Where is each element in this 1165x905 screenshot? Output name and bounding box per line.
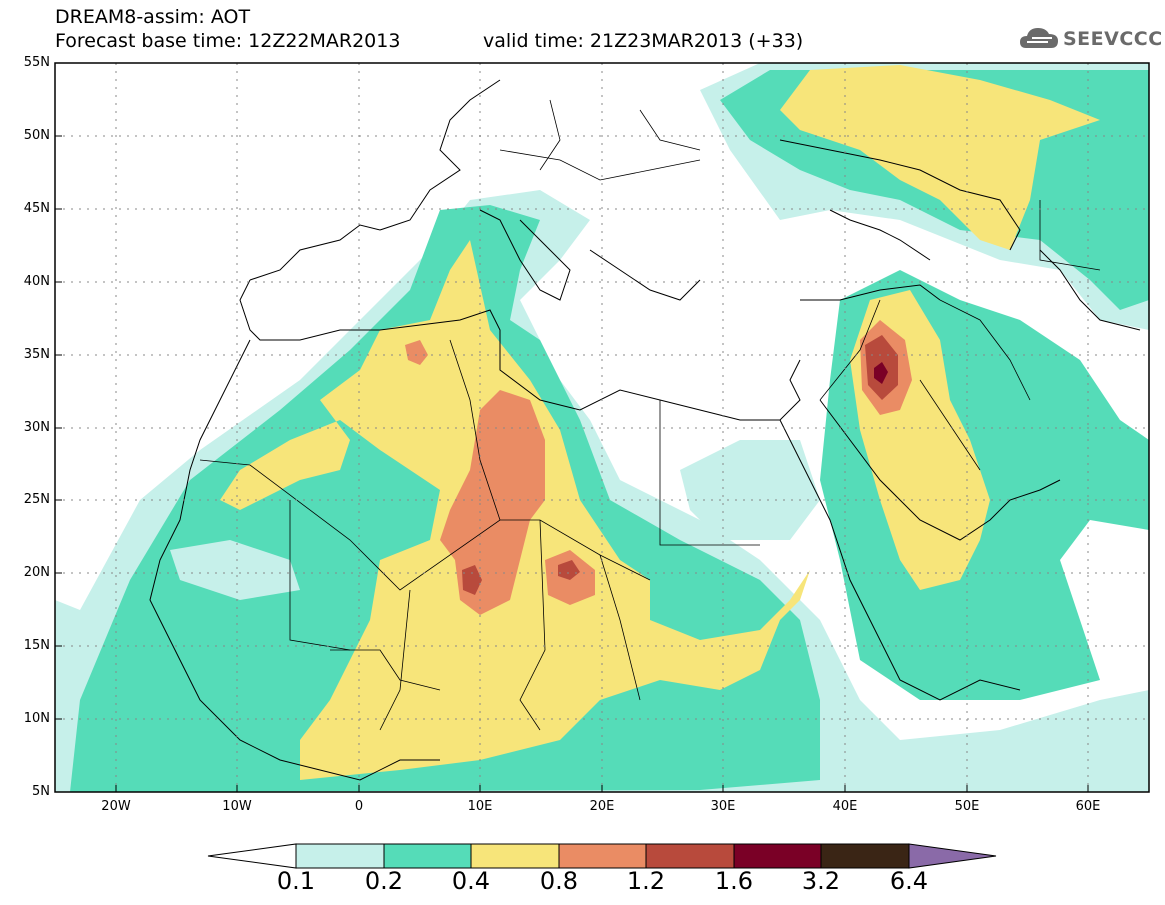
lon-label-10e: 10E (467, 799, 493, 814)
lat-label-35n: 35N (23, 347, 50, 362)
colorbar-label-0.2: 0.2 (364, 867, 404, 895)
cloud-logo-icon (1020, 28, 1058, 48)
lon-label-10w: 10W (222, 799, 252, 814)
lat-label-55n: 55N (23, 55, 50, 70)
colorbar-label-0.4: 0.4 (451, 867, 491, 895)
lat-label-20n: 20N (23, 565, 50, 580)
valid-time: valid time: 21Z23MAR2013 (+33) (483, 30, 804, 52)
colorbar-label-6.4: 6.4 (889, 867, 929, 895)
lon-label-50e: 50E (954, 799, 980, 814)
lat-label-40n: 40N (23, 274, 50, 289)
logo-text: SEEVCCC (1063, 28, 1163, 50)
aot-band-1.6 (874, 362, 888, 384)
axis-ticks (55, 135, 1089, 792)
forecast-base-time: Forecast base time: 12Z22MAR2013 (55, 30, 401, 52)
lon-label-40e: 40E (832, 799, 858, 814)
lat-label-50n: 50N (23, 128, 50, 143)
country-borders (199, 99, 1101, 731)
colorbar-label-1.2: 1.2 (626, 867, 666, 895)
lat-label-45n: 45N (23, 201, 50, 216)
lon-label-20w: 20W (101, 799, 131, 814)
colorbar-label-0.1: 0.1 (276, 867, 316, 895)
lon-label-30e: 30E (710, 799, 736, 814)
lon-label-0: 0 (354, 799, 364, 814)
lat-label-30n: 30N (23, 420, 50, 435)
colorbar-label-0.8: 0.8 (539, 867, 579, 895)
lon-label-60e: 60E (1075, 799, 1101, 814)
colorbar-label-3.2: 3.2 (801, 867, 841, 895)
lat-label-5n: 5N (32, 784, 50, 799)
colorbar-label-1.6: 1.6 (714, 867, 754, 895)
lat-label-10n: 10N (23, 711, 50, 726)
chart-title: DREAM8-assim: AOT (55, 6, 251, 28)
lat-lon-grid (55, 63, 1149, 792)
lon-label-20e: 20E (589, 799, 615, 814)
lat-label-15n: 15N (23, 638, 50, 653)
coastlines (149, 79, 1141, 781)
lat-label-25n: 25N (23, 492, 50, 507)
